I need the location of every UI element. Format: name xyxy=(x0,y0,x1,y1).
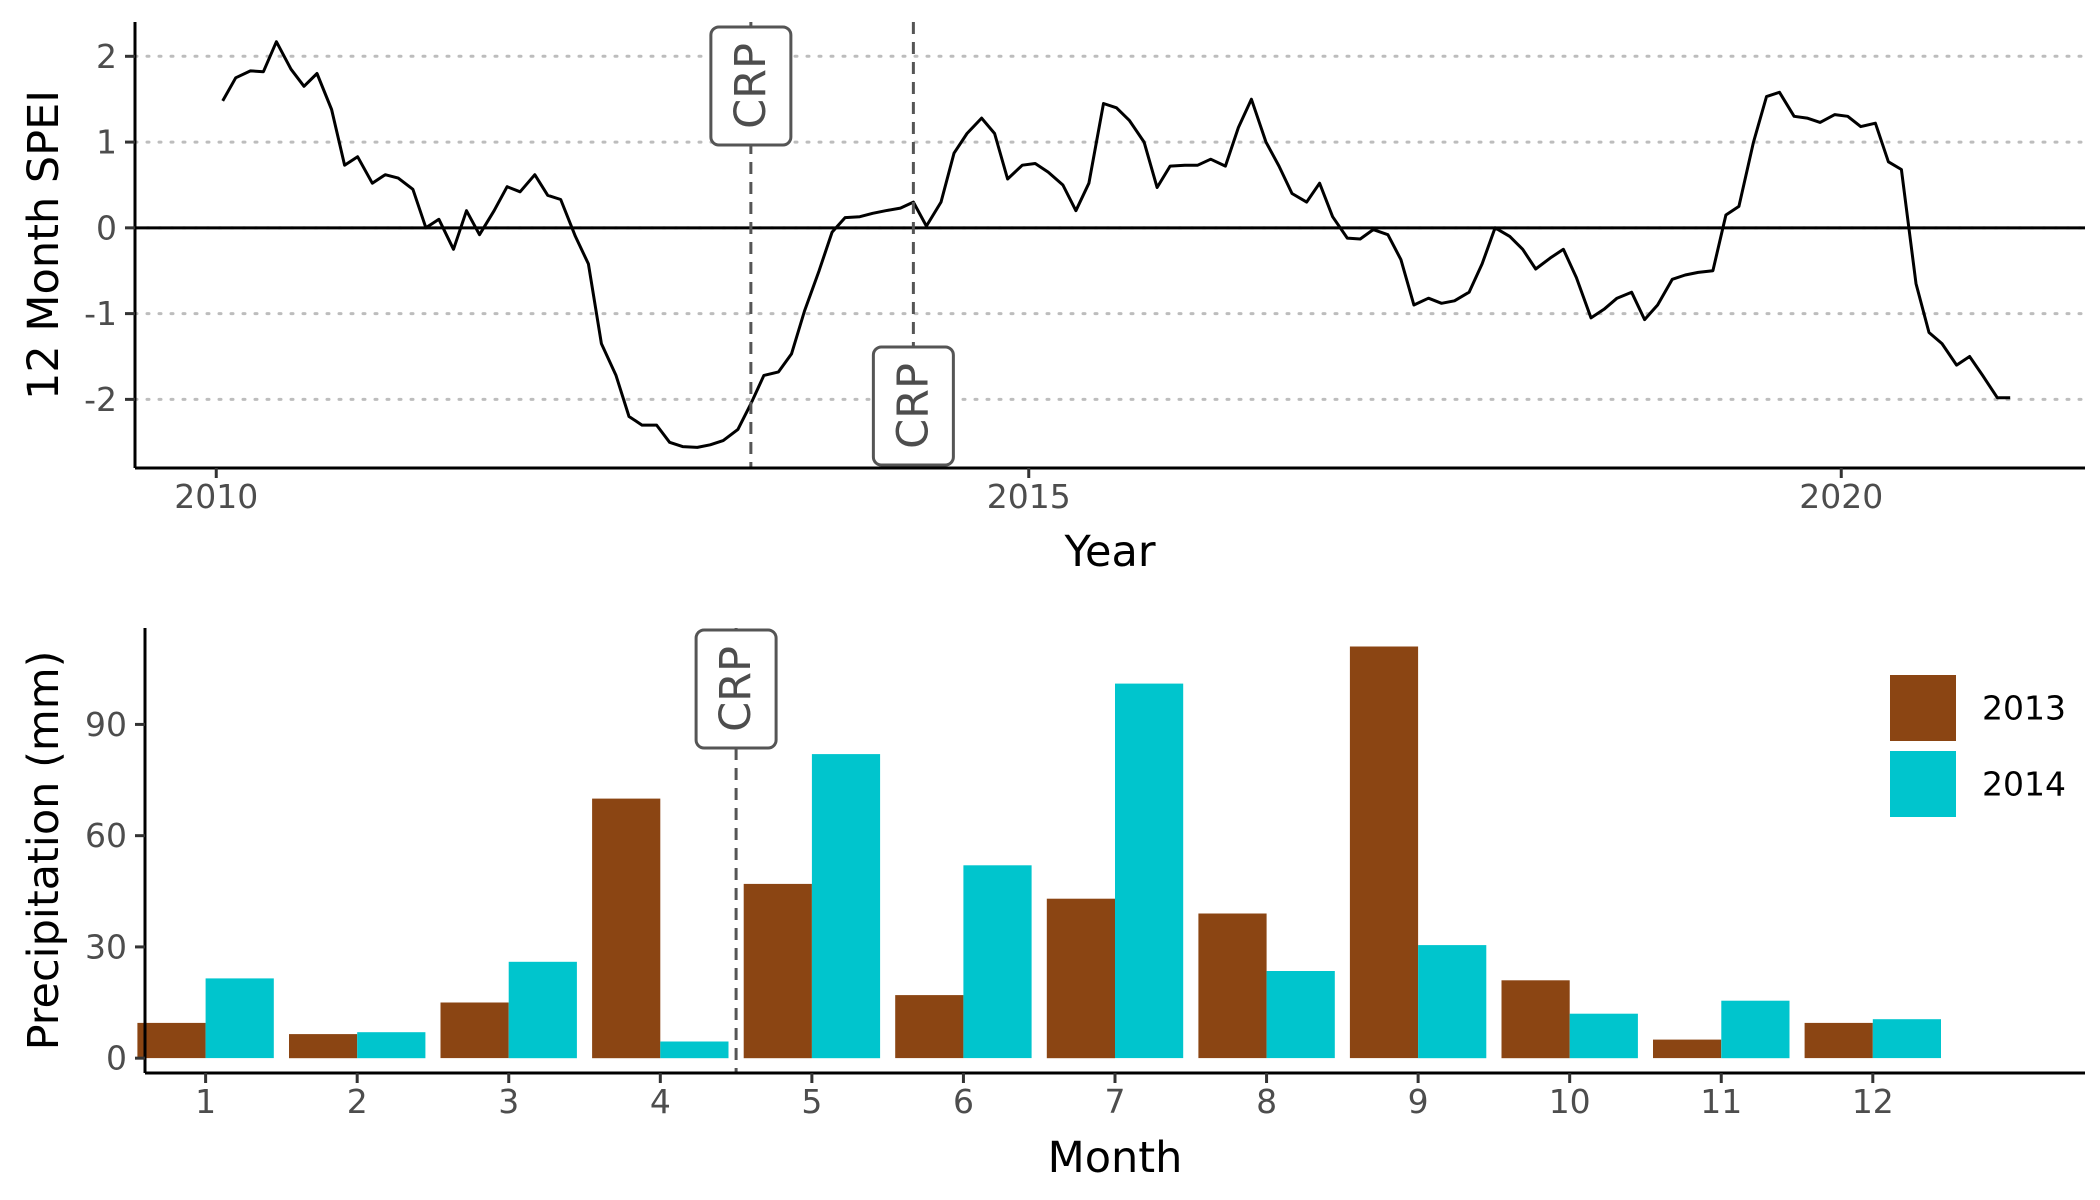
bar-2014-month-5 xyxy=(811,754,881,1059)
precip-x-axis-title: Month xyxy=(1048,1133,1183,1183)
precip-x-tick-label: 6 xyxy=(953,1082,974,1121)
spei-x-tick-label: 2015 xyxy=(987,477,1071,516)
precip-x-tick-label: 10 xyxy=(1549,1082,1591,1121)
crp-label-box xyxy=(871,345,955,467)
precip-y-axis-title: Precipitation (mm) xyxy=(19,651,69,1051)
precip-x-tick-label: 3 xyxy=(498,1082,519,1121)
bar-2014-month-7 xyxy=(1115,683,1184,1059)
crp-label-box xyxy=(709,25,793,147)
precip-x-tick-label: 4 xyxy=(650,1082,671,1121)
precip-x-tick-label: 5 xyxy=(801,1082,822,1121)
spei-y-tick-label: 2 xyxy=(96,37,117,76)
crp-label: CRP xyxy=(726,43,776,129)
precip-y-tick-label: 0 xyxy=(106,1039,127,1078)
bar-2014-month-8 xyxy=(1266,971,1335,1059)
precip-x-tick-label: 9 xyxy=(1408,1082,1429,1121)
crp-label: CRP xyxy=(711,646,761,732)
legend-swatch-2014 xyxy=(1890,751,1956,817)
precip-x-tick-label: 12 xyxy=(1852,1082,1894,1121)
legend-label-2014: 2014 xyxy=(1982,765,2066,804)
bar-2014-month-3 xyxy=(508,961,577,1059)
precip-x-tick-label: 2 xyxy=(347,1082,368,1121)
precip-y-tick-label: 60 xyxy=(85,816,127,855)
bar-2013-month-5 xyxy=(743,883,812,1059)
spei-y-axis-title: 12 Month SPEI xyxy=(19,90,69,400)
bar-2013-month-11 xyxy=(1653,1039,1722,1059)
bar-2014-month-6 xyxy=(963,865,1032,1059)
bar-2014-month-1 xyxy=(205,978,274,1059)
precip-y-tick-label: 90 xyxy=(85,705,127,744)
legend-swatch-2013 xyxy=(1890,675,1956,741)
bar-2013-month-10 xyxy=(1501,980,1570,1059)
bar-2014-month-9 xyxy=(1418,945,1487,1059)
legend-label-2013: 2013 xyxy=(1982,689,2066,728)
spei-y-tick-label: 1 xyxy=(96,123,117,162)
crp-label-box xyxy=(694,628,778,750)
bar-2013-month-6 xyxy=(895,995,964,1059)
spei-series-line xyxy=(221,40,2011,449)
spei-y-tick-label: -2 xyxy=(84,380,117,419)
bar-2013-month-1 xyxy=(137,1022,206,1059)
spei-x-tick-label: 2010 xyxy=(174,477,258,516)
crp-label: CRP xyxy=(888,363,938,449)
bar-2014-month-12 xyxy=(1872,1019,1941,1059)
bar-2013-month-2 xyxy=(289,1034,358,1059)
spei-y-tick-label: -1 xyxy=(84,294,117,333)
bar-2013-month-12 xyxy=(1804,1022,1873,1059)
precip-y-tick-label: 30 xyxy=(85,927,127,966)
spei-line-chart: CRP CRP -2 -1 0 1 2 2010 2015 2020 Year 12 Month SP… xyxy=(19,22,2087,577)
precip-x-tick-label: 7 xyxy=(1105,1082,1126,1121)
precip-x-tick-label: 1 xyxy=(195,1082,216,1121)
bar-2014-month-2 xyxy=(357,1032,426,1059)
spei-y-tick-label: 0 xyxy=(96,208,117,247)
spei-x-tick-label: 2020 xyxy=(1799,477,1883,516)
bar-2013-month-3 xyxy=(440,1002,509,1059)
bar-2013-month-8 xyxy=(1198,913,1267,1059)
bar-2013-month-4 xyxy=(592,798,661,1059)
precip-x-tick-label: 11 xyxy=(1700,1082,1742,1121)
bar-2013-month-9 xyxy=(1349,646,1419,1059)
bar-2013-month-7 xyxy=(1046,898,1115,1059)
bar-2014-month-11 xyxy=(1721,1000,1790,1059)
precip-x-tick-label: 8 xyxy=(1256,1082,1277,1121)
bar-2014-month-10 xyxy=(1569,1013,1638,1059)
bar-2014-month-4 xyxy=(660,1041,729,1059)
spei-x-axis-title: Year xyxy=(1063,527,1155,577)
